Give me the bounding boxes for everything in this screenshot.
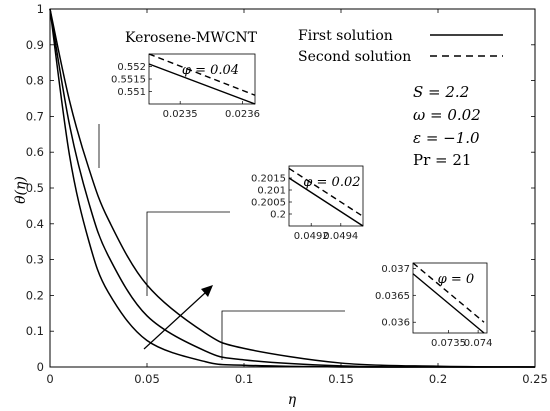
inset-label: φ = 0.02 bbox=[303, 175, 360, 190]
x-tick-label: 0.25 bbox=[522, 372, 548, 386]
inset-x-tick-label: 0.074 bbox=[464, 338, 493, 349]
inset-label: φ = 0.04 bbox=[182, 63, 239, 78]
inset-label: φ = 0 bbox=[438, 272, 475, 287]
leader-line-2 bbox=[146, 211, 230, 296]
parameter-epsilon: ε = −1.0 bbox=[413, 129, 480, 147]
parameter-Pr: Pr = 21 bbox=[413, 151, 471, 169]
y-tick-label: 0.1 bbox=[26, 324, 44, 338]
inset-second-solution-line bbox=[288, 167, 364, 217]
inset-x-tick-label: 0.0235 bbox=[163, 109, 198, 120]
axis-ticks: 0 0.05 0.1 0.15 0.2 0.25 0 0.1 0.2 0.3 0.4 0.5 0.6 0.… bbox=[26, 2, 548, 386]
inset-y-tick-label: 0.2 bbox=[270, 210, 286, 221]
inset-y-tick-label: 0.037 bbox=[381, 264, 410, 275]
legend-entry-first-label: First solution bbox=[298, 28, 393, 44]
inset-x-tick-label: 0.0492 bbox=[294, 231, 329, 242]
arrow-shaft bbox=[143, 292, 206, 350]
inset-second-solution-line bbox=[148, 53, 256, 96]
inset-y-tick-label: 0.201 bbox=[257, 186, 286, 197]
inset-frame-3 bbox=[412, 262, 488, 334]
x-axis-label: η bbox=[288, 392, 297, 408]
inset-first-solution-line bbox=[288, 177, 364, 227]
legend-entry-second-label: Second solution bbox=[298, 49, 411, 65]
y-tick-label: 1 bbox=[37, 2, 44, 16]
y-tick-label: 0.6 bbox=[26, 145, 44, 159]
inset-y-tick-label: 0.552 bbox=[117, 62, 146, 73]
x-tick-label: 0.1 bbox=[235, 372, 253, 386]
inset-second-solution-line bbox=[412, 262, 485, 323]
inset-x-tick-label: 0.0236 bbox=[225, 109, 260, 120]
x-tick-label: 0.05 bbox=[134, 372, 160, 386]
inset-x-tick-label: 0.0494 bbox=[323, 231, 358, 242]
series-line-3 bbox=[49, 8, 535, 368]
parameters: S = 2.2 ω = 0.02 ε = −1.0 Pr = 21 bbox=[413, 83, 481, 169]
legend: First solution Second solution bbox=[298, 28, 503, 65]
annotation-title: Kerosene-MWCNT bbox=[125, 30, 258, 46]
x-tick-label: 0.15 bbox=[328, 372, 354, 386]
inset-frame-1 bbox=[148, 53, 256, 105]
inset-y-tick-label: 0.2005 bbox=[251, 198, 286, 209]
y-axis-label: θ(η) bbox=[13, 176, 29, 204]
inset-y-tick-label: 0.2015 bbox=[251, 174, 286, 185]
leader-line-3 bbox=[221, 310, 345, 360]
increase-arrow bbox=[143, 285, 213, 350]
inset-y-tick-label: 0.551 bbox=[117, 87, 146, 98]
y-tick-label: 0.7 bbox=[26, 109, 44, 123]
inset-first-solution-line bbox=[412, 273, 485, 334]
series-line-1 bbox=[49, 8, 536, 368]
inset-y-tick-label: 0.0365 bbox=[375, 291, 410, 302]
y-tick-label: 0 bbox=[37, 360, 44, 374]
y-tick-label: 0.9 bbox=[26, 38, 44, 52]
inset-y-tick-label: 0.036 bbox=[381, 318, 410, 329]
y-tick-label: 0.8 bbox=[26, 74, 44, 88]
inset-x-tick-label: 0.0735 bbox=[431, 338, 466, 349]
parameter-S: S = 2.2 bbox=[413, 83, 469, 101]
y-tick-label: 0.4 bbox=[26, 217, 44, 231]
inset-first-solution-line bbox=[148, 63, 256, 105]
inset-y-tick-label: 0.5515 bbox=[111, 75, 146, 86]
x-tick-label: 0 bbox=[46, 372, 53, 386]
parameter-omega: ω = 0.02 bbox=[413, 106, 481, 124]
curves bbox=[49, 8, 536, 368]
y-tick-label: 0.5 bbox=[26, 181, 44, 195]
y-tick-label: 0.2 bbox=[26, 288, 44, 302]
y-tick-label: 0.3 bbox=[26, 253, 44, 267]
x-tick-label: 0.2 bbox=[429, 372, 447, 386]
arrow-head bbox=[201, 285, 213, 297]
